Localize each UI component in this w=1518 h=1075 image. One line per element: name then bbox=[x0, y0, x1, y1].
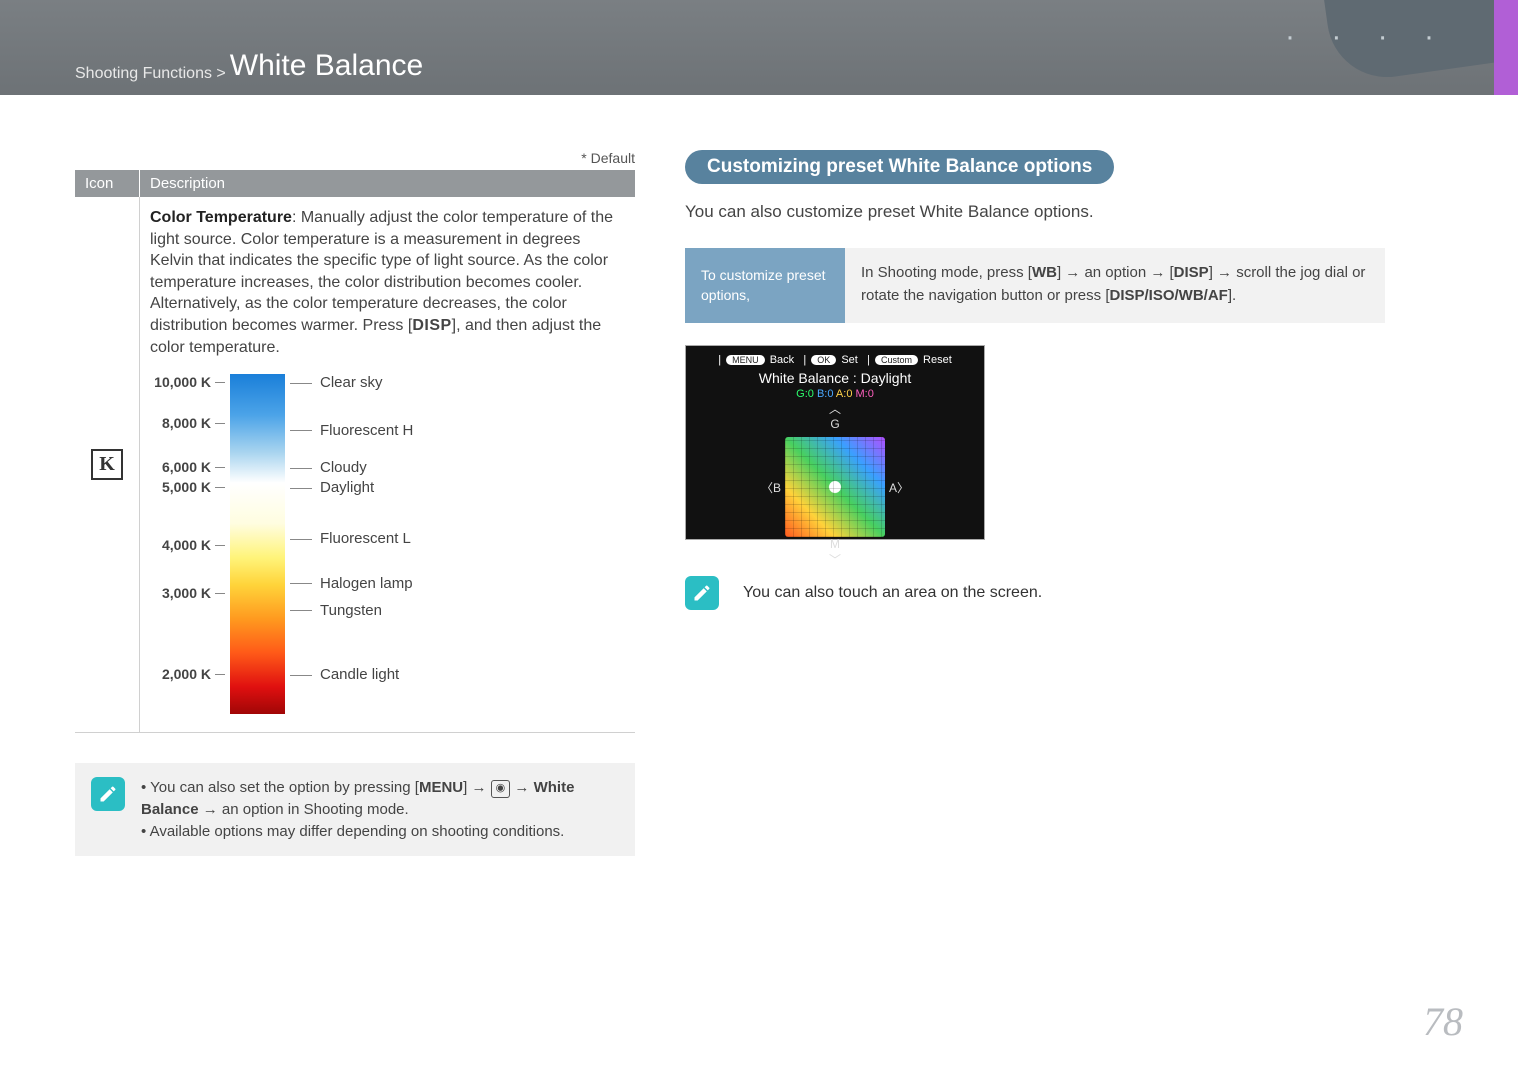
menu-button-label: MENU bbox=[419, 779, 463, 796]
instruction-label: To customize preset options, bbox=[685, 248, 845, 323]
dir-g: ︿G bbox=[696, 400, 974, 431]
header-dots: · · · · bbox=[1285, 20, 1448, 54]
pencil-icon bbox=[91, 777, 125, 811]
menu-pill: MENU bbox=[726, 355, 765, 365]
section-intro: You can also customize preset White Bala… bbox=[685, 202, 1385, 222]
desc-title: Color Temperature bbox=[150, 209, 292, 226]
kelvin-right-tick: Halogen lamp bbox=[290, 574, 413, 594]
pencil-icon-2 bbox=[685, 576, 719, 610]
combo-button-label: DISP/ISO/WB/AF bbox=[1110, 287, 1228, 304]
desc-text-1: : Manually adjust the color temperature … bbox=[150, 209, 613, 334]
kelvin-left-tick: 3,000 K bbox=[162, 584, 225, 603]
kelvin-right-tick: Cloudy bbox=[290, 458, 367, 478]
wb-values: G:0 B:0 A:0 M:0 bbox=[696, 388, 974, 400]
th-icon: Icon bbox=[75, 170, 140, 197]
table-header: Icon Description bbox=[75, 170, 635, 197]
kelvin-chart: 10,000 K 8,000 K 6,000 K5,000 K 4,000 K 3,00… bbox=[150, 374, 625, 714]
default-marker: * Default bbox=[75, 150, 635, 166]
wb-button-label: WB bbox=[1032, 264, 1057, 281]
kelvin-right-labels: Clear sky Fluorescent H CloudyDaylight Fluo… bbox=[290, 374, 625, 714]
wb-screen-title: White Balance : Daylight bbox=[696, 370, 974, 386]
side-tab bbox=[1494, 0, 1518, 95]
kelvin-left-tick: 4,000 K bbox=[162, 536, 225, 555]
kelvin-gradient-bar bbox=[230, 374, 285, 714]
icon-cell: K bbox=[75, 197, 140, 732]
kelvin-right-tick: Fluorescent H bbox=[290, 421, 413, 441]
instruction-body: In Shooting mode, press [WB] → an option… bbox=[845, 248, 1385, 323]
wb-screen-topbar: | MENU Back | OK Set | Custom Reset bbox=[696, 354, 974, 366]
right-column: Customizing preset White Balance options… bbox=[685, 150, 1385, 856]
page-number: 78 bbox=[1423, 998, 1463, 1045]
touch-note: You can also touch an area on the screen… bbox=[685, 576, 1385, 610]
table-row: K Color Temperature: Manually adjust the… bbox=[75, 197, 635, 733]
note-box: You can also set the option by pressing … bbox=[75, 763, 635, 856]
note-line-2: Available options may differ depending o… bbox=[141, 821, 619, 843]
kelvin-right-tick: Candle light bbox=[290, 665, 399, 685]
kelvin-bar-wrap bbox=[225, 374, 290, 714]
disp-button-label: DISP bbox=[412, 317, 451, 334]
dir-m: M﹀ bbox=[696, 537, 974, 568]
custom-pill: Custom bbox=[875, 355, 918, 365]
kelvin-right-tick: Daylight bbox=[290, 478, 374, 498]
section-heading: Customizing preset White Balance options bbox=[685, 150, 1114, 184]
kelvin-left-tick: 8,000 K bbox=[162, 414, 225, 433]
kelvin-left-tick: 6,000 K bbox=[162, 458, 225, 477]
kelvin-left-labels: 10,000 K 8,000 K 6,000 K5,000 K 4,000 K 3,00… bbox=[150, 374, 225, 714]
camera-icon: ◉ bbox=[491, 780, 511, 798]
kelvin-left-tick: 5,000 K bbox=[162, 478, 225, 497]
dir-a: A〉 bbox=[889, 479, 909, 496]
kelvin-right-tick: Tungsten bbox=[290, 601, 382, 621]
th-description: Description bbox=[140, 170, 635, 197]
kelvin-right-tick: Fluorescent L bbox=[290, 529, 411, 549]
page-title: White Balance bbox=[230, 49, 423, 83]
content: * Default Icon Description K Color Tempe… bbox=[0, 95, 1518, 856]
touch-note-text: You can also touch an area on the screen… bbox=[743, 584, 1042, 602]
description-cell: Color Temperature: Manually adjust the c… bbox=[140, 197, 635, 732]
kelvin-left-tick: 2,000 K bbox=[162, 665, 225, 684]
kelvin-left-tick: 10,000 K bbox=[154, 373, 225, 392]
disp-button-label-2: DISP bbox=[1174, 264, 1209, 281]
wb-grid-wrap: 〈B A〉 bbox=[696, 437, 974, 537]
note-text: You can also set the option by pressing … bbox=[141, 777, 619, 842]
left-column: * Default Icon Description K Color Tempe… bbox=[75, 150, 635, 856]
wb-color-grid[interactable] bbox=[785, 437, 885, 537]
kelvin-icon: K bbox=[91, 449, 123, 480]
header-band: · · · · Shooting Functions > White Balan… bbox=[0, 0, 1518, 95]
instruction-row: To customize preset options, In Shooting… bbox=[685, 248, 1385, 323]
note-line-1: You can also set the option by pressing … bbox=[141, 777, 619, 821]
ok-pill: OK bbox=[811, 355, 836, 365]
dir-b: 〈B bbox=[761, 479, 781, 496]
wb-adjustment-screen: | MENU Back | OK Set | Custom Reset Whit… bbox=[685, 345, 985, 540]
breadcrumb: Shooting Functions > bbox=[75, 65, 226, 83]
kelvin-right-tick: Clear sky bbox=[290, 373, 383, 393]
